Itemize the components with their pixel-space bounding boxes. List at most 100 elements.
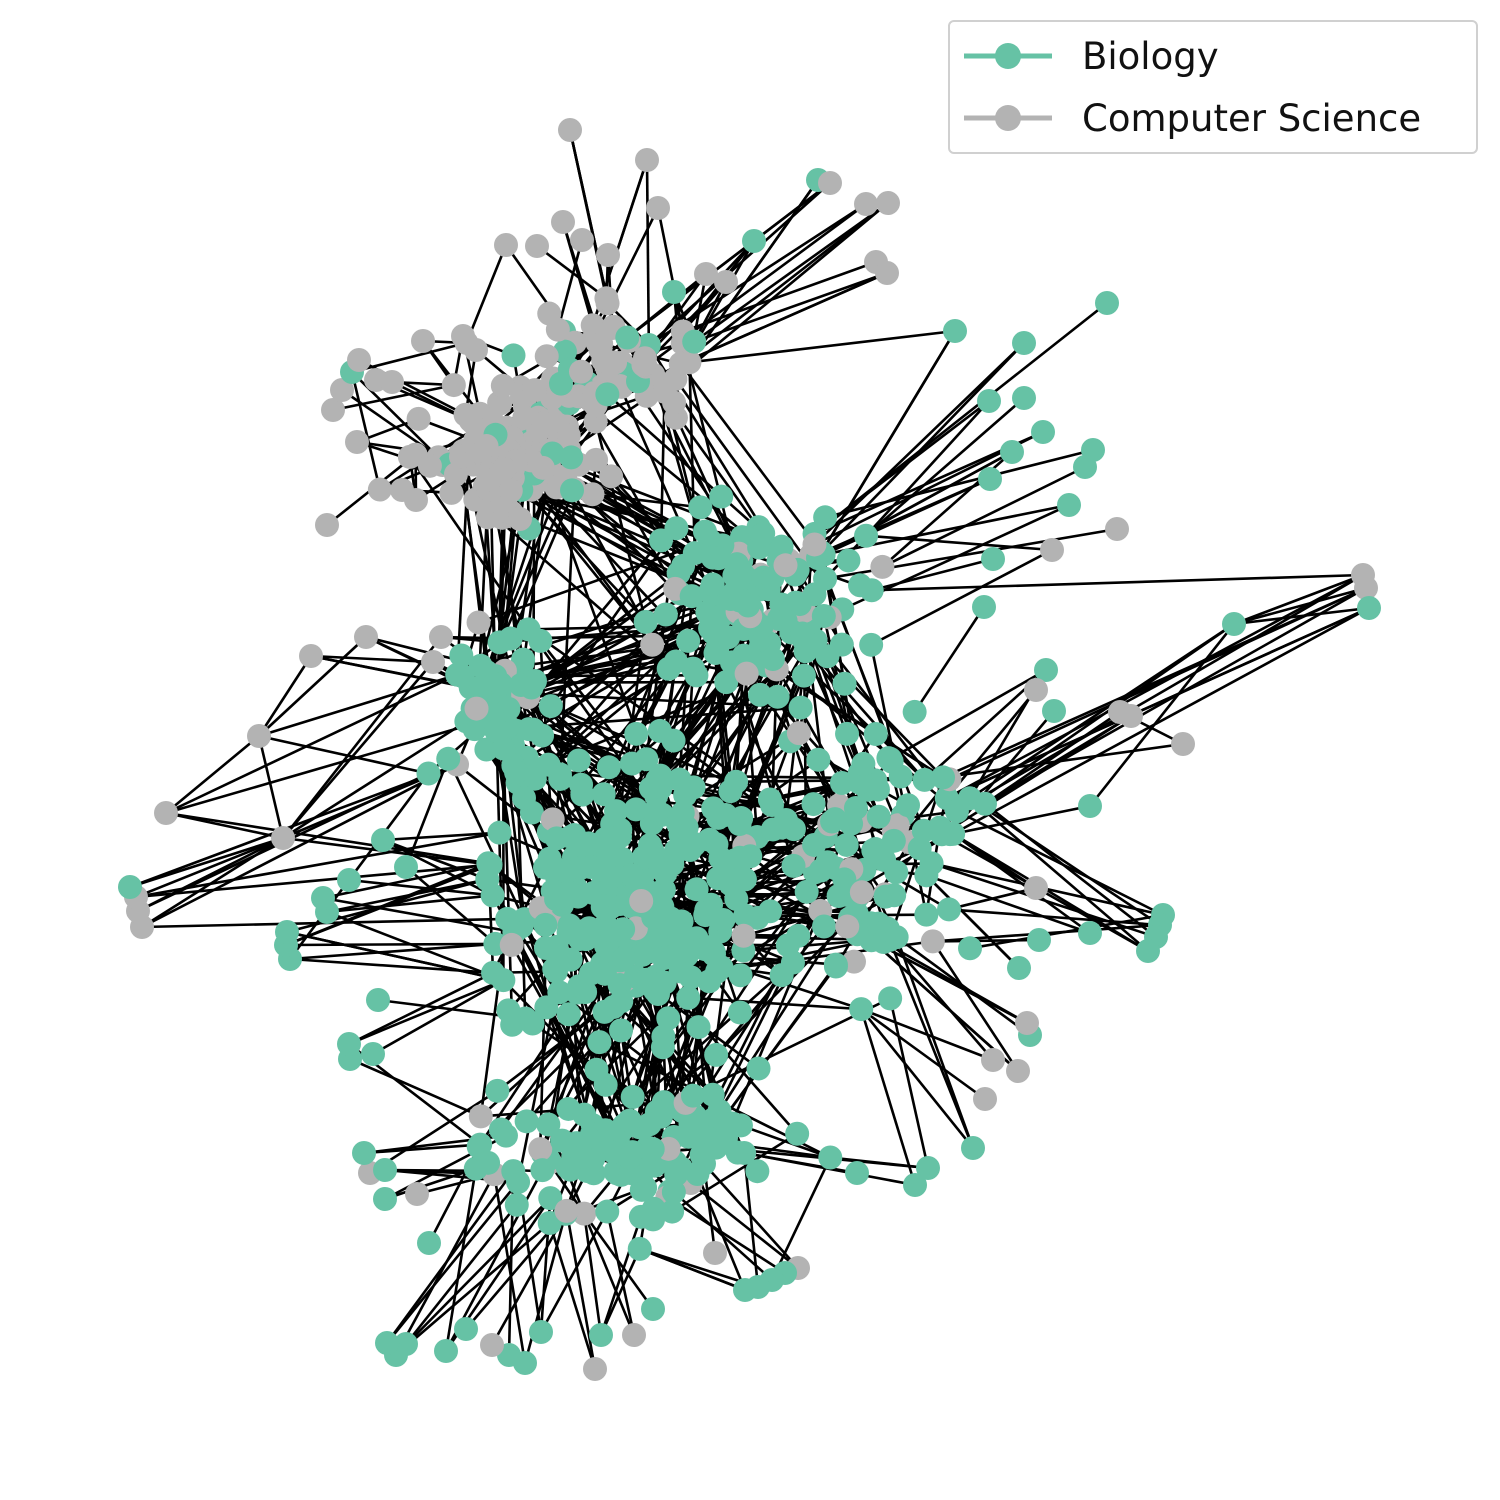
graph-edge <box>527 628 771 801</box>
node-biology <box>781 817 806 842</box>
node-biology <box>416 761 441 786</box>
legend-marker-biology <box>964 43 1052 69</box>
node-biology <box>656 1006 681 1031</box>
graph-edge <box>288 772 430 960</box>
node-biology <box>500 1012 525 1037</box>
graph-edge <box>558 991 694 1097</box>
node-biology <box>829 771 854 796</box>
node-computer-science <box>494 233 518 257</box>
node-biology <box>704 1042 729 1067</box>
node-biology <box>337 1032 361 1056</box>
node-biology <box>634 967 659 992</box>
graph-edge <box>932 938 1040 943</box>
node-biology <box>529 1320 553 1344</box>
graph-edge <box>137 836 284 913</box>
graph-edge <box>404 758 450 868</box>
node-biology <box>690 1117 715 1142</box>
node-biology <box>476 1150 501 1175</box>
node-computer-science <box>1024 876 1048 900</box>
graph-edge <box>952 832 1091 935</box>
node-computer-science <box>537 301 562 326</box>
node-biology <box>931 765 956 790</box>
graph-edge <box>946 573 1364 800</box>
node-computer-science <box>646 196 670 220</box>
graph-edge <box>952 606 1370 836</box>
node-biology <box>958 936 983 961</box>
graph-edge <box>348 878 493 897</box>
node-computer-science <box>554 1198 579 1223</box>
node-biology <box>1073 455 1097 479</box>
node-computer-science <box>596 243 620 267</box>
node-biology <box>567 927 592 952</box>
graph-edge <box>871 573 1364 592</box>
graph-edge <box>1233 573 1364 626</box>
node-biology <box>454 1317 478 1341</box>
node-biology <box>815 644 840 669</box>
node-biology <box>834 832 859 857</box>
node-biology <box>941 821 966 846</box>
node-biology <box>818 1145 843 1170</box>
node-biology <box>769 534 794 559</box>
node-computer-science <box>786 721 811 746</box>
node-computer-science <box>1015 1011 1039 1035</box>
node-computer-science <box>802 532 827 557</box>
node-biology <box>566 884 591 909</box>
node-biology <box>394 855 418 879</box>
node-biology <box>434 1339 458 1363</box>
graph-edge <box>382 831 500 842</box>
node-biology <box>835 721 860 746</box>
graph-edge <box>395 1222 551 1356</box>
node-biology <box>617 1145 642 1170</box>
node-computer-science <box>572 1201 597 1226</box>
node-computer-science <box>330 378 354 402</box>
node-computer-science <box>703 1241 727 1265</box>
node-biology <box>726 567 751 592</box>
graph-edge <box>666 1196 786 1275</box>
node-biology <box>630 942 655 967</box>
node-biology <box>595 1199 620 1224</box>
node-biology <box>612 946 637 971</box>
graph-edge <box>942 742 1184 779</box>
graph-edge <box>592 492 701 509</box>
graph-edge <box>310 654 434 664</box>
graph-edge <box>969 797 1161 927</box>
node-biology <box>847 770 872 795</box>
node-biology <box>981 547 1005 571</box>
node-biology <box>822 807 847 832</box>
node-biology <box>568 855 593 880</box>
node-computer-science <box>411 329 435 353</box>
node-computer-science <box>531 411 556 436</box>
graph-edge <box>823 477 991 556</box>
graph-edge <box>405 866 497 945</box>
node-biology <box>823 952 848 977</box>
node-computer-science <box>570 228 594 252</box>
graph-edge <box>382 838 488 881</box>
node-biology <box>591 782 616 807</box>
node-computer-science <box>421 650 445 674</box>
graph-edge <box>865 397 1025 537</box>
node-biology <box>417 1231 441 1255</box>
node-biology <box>1012 386 1036 410</box>
graph-edge <box>688 996 862 1011</box>
legend: Biology Computer Science <box>948 20 1478 154</box>
node-biology <box>361 1042 385 1066</box>
node-biology <box>488 671 513 696</box>
graph-edge <box>527 628 658 811</box>
legend-label-biology: Biology <box>1082 34 1219 78</box>
graph-edge <box>326 878 488 914</box>
graph-edge <box>969 797 1149 952</box>
graph-edge <box>948 908 1161 927</box>
node-computer-science <box>1024 678 1048 702</box>
node-biology <box>589 1323 613 1347</box>
graph-edge <box>369 1089 499 1175</box>
node-biology <box>481 960 506 985</box>
node-computer-science <box>1105 517 1129 541</box>
graph-edge <box>871 557 994 592</box>
graph-edge <box>165 720 480 815</box>
node-computer-science <box>345 430 369 454</box>
graph-edge <box>693 201 889 343</box>
node-biology <box>501 343 526 368</box>
node-biology <box>520 1011 545 1036</box>
node-computer-science <box>534 344 559 369</box>
graph-edge <box>925 874 1020 969</box>
